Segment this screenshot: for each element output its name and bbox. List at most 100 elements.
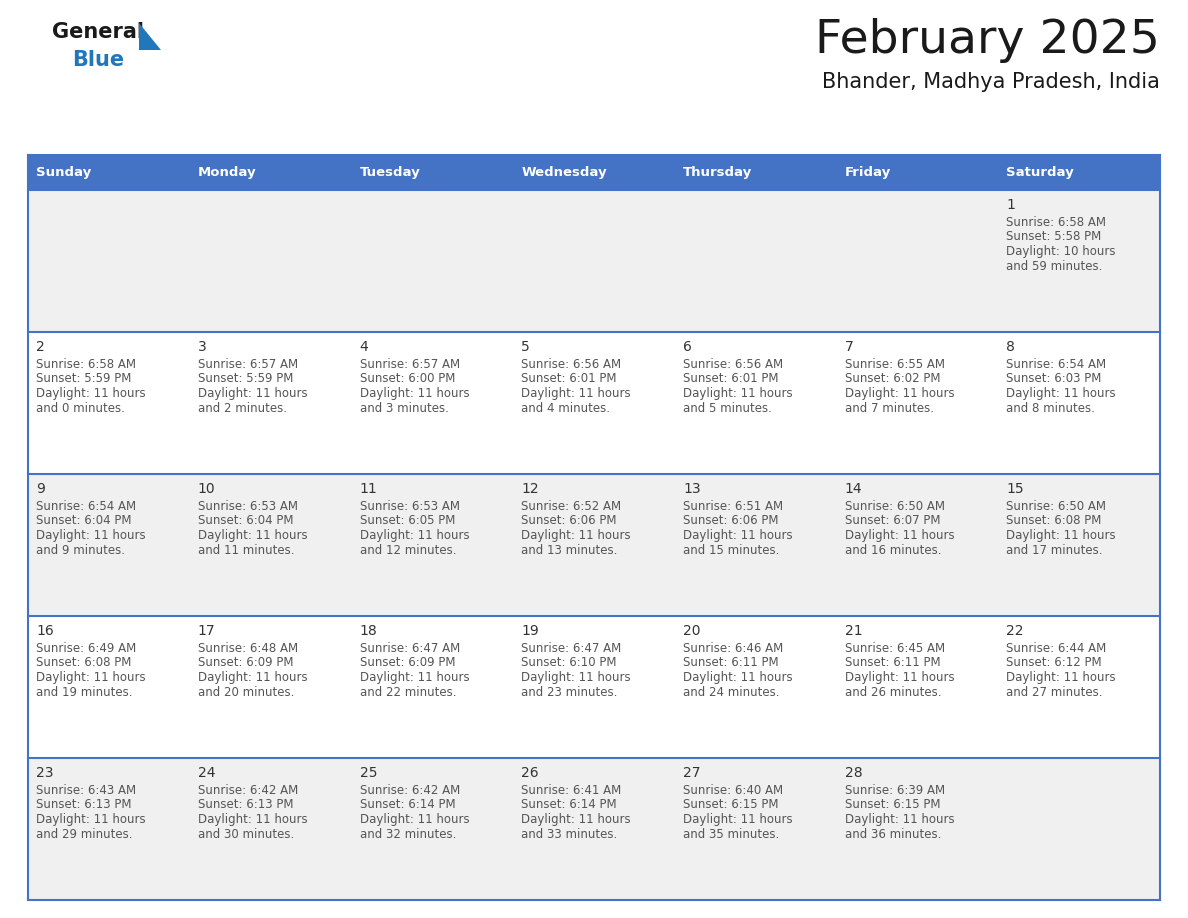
- Text: and 30 minutes.: and 30 minutes.: [197, 827, 295, 841]
- Text: Daylight: 11 hours: Daylight: 11 hours: [360, 671, 469, 684]
- Text: and 36 minutes.: and 36 minutes.: [845, 827, 941, 841]
- Text: Sunset: 6:09 PM: Sunset: 6:09 PM: [197, 656, 293, 669]
- Text: and 13 minutes.: and 13 minutes.: [522, 543, 618, 556]
- Text: and 16 minutes.: and 16 minutes.: [845, 543, 941, 556]
- Text: Sunrise: 6:45 AM: Sunrise: 6:45 AM: [845, 642, 944, 655]
- Text: Sunrise: 6:54 AM: Sunrise: 6:54 AM: [36, 500, 137, 513]
- Text: Sunrise: 6:53 AM: Sunrise: 6:53 AM: [197, 500, 298, 513]
- Text: Daylight: 11 hours: Daylight: 11 hours: [522, 387, 631, 400]
- Text: Sunrise: 6:50 AM: Sunrise: 6:50 AM: [1006, 500, 1106, 513]
- Text: Daylight: 11 hours: Daylight: 11 hours: [36, 671, 146, 684]
- Bar: [29, 155, 1159, 190]
- Text: 10: 10: [197, 482, 215, 496]
- Text: Daylight: 11 hours: Daylight: 11 hours: [36, 387, 146, 400]
- Text: and 29 minutes.: and 29 minutes.: [36, 827, 133, 841]
- Text: 7: 7: [845, 340, 853, 354]
- Text: Sunrise: 6:42 AM: Sunrise: 6:42 AM: [360, 784, 460, 797]
- Text: 17: 17: [197, 624, 215, 638]
- Text: and 7 minutes.: and 7 minutes.: [845, 401, 934, 415]
- Text: Sunrise: 6:57 AM: Sunrise: 6:57 AM: [360, 358, 460, 371]
- Text: Daylight: 11 hours: Daylight: 11 hours: [197, 813, 308, 826]
- Text: Sunset: 6:06 PM: Sunset: 6:06 PM: [522, 514, 617, 528]
- Text: Sunset: 6:09 PM: Sunset: 6:09 PM: [360, 656, 455, 669]
- Text: Daylight: 11 hours: Daylight: 11 hours: [845, 671, 954, 684]
- Text: Sunset: 6:08 PM: Sunset: 6:08 PM: [36, 656, 132, 669]
- Text: Sunset: 6:15 PM: Sunset: 6:15 PM: [845, 799, 940, 812]
- Text: Sunrise: 6:51 AM: Sunrise: 6:51 AM: [683, 500, 783, 513]
- Bar: [29, 474, 1159, 616]
- Text: and 15 minutes.: and 15 minutes.: [683, 543, 779, 556]
- Text: and 26 minutes.: and 26 minutes.: [845, 686, 941, 699]
- Text: and 22 minutes.: and 22 minutes.: [360, 686, 456, 699]
- Text: and 32 minutes.: and 32 minutes.: [360, 827, 456, 841]
- Text: 8: 8: [1006, 340, 1016, 354]
- Polygon shape: [139, 23, 162, 50]
- Text: Sunset: 6:06 PM: Sunset: 6:06 PM: [683, 514, 778, 528]
- Text: and 2 minutes.: and 2 minutes.: [197, 401, 286, 415]
- Text: 13: 13: [683, 482, 701, 496]
- Text: Sunrise: 6:56 AM: Sunrise: 6:56 AM: [683, 358, 783, 371]
- Text: and 35 minutes.: and 35 minutes.: [683, 827, 779, 841]
- Text: Bhander, Madhya Pradesh, India: Bhander, Madhya Pradesh, India: [822, 72, 1159, 92]
- Text: Saturday: Saturday: [1006, 166, 1074, 179]
- Text: 27: 27: [683, 766, 701, 780]
- Text: and 24 minutes.: and 24 minutes.: [683, 686, 779, 699]
- Text: Daylight: 11 hours: Daylight: 11 hours: [197, 529, 308, 542]
- Text: General: General: [52, 22, 144, 42]
- Text: 6: 6: [683, 340, 691, 354]
- Text: Sunset: 6:01 PM: Sunset: 6:01 PM: [522, 373, 617, 386]
- Text: Sunset: 6:14 PM: Sunset: 6:14 PM: [522, 799, 617, 812]
- Text: Sunset: 6:08 PM: Sunset: 6:08 PM: [1006, 514, 1101, 528]
- Text: 12: 12: [522, 482, 539, 496]
- Text: Sunset: 5:58 PM: Sunset: 5:58 PM: [1006, 230, 1101, 243]
- Text: Daylight: 11 hours: Daylight: 11 hours: [36, 813, 146, 826]
- Text: 28: 28: [845, 766, 862, 780]
- Text: Sunrise: 6:41 AM: Sunrise: 6:41 AM: [522, 784, 621, 797]
- Text: Sunrise: 6:48 AM: Sunrise: 6:48 AM: [197, 642, 298, 655]
- Text: Sunset: 6:04 PM: Sunset: 6:04 PM: [197, 514, 293, 528]
- Text: Sunset: 6:05 PM: Sunset: 6:05 PM: [360, 514, 455, 528]
- Text: and 20 minutes.: and 20 minutes.: [197, 686, 295, 699]
- Text: Sunrise: 6:57 AM: Sunrise: 6:57 AM: [197, 358, 298, 371]
- Bar: [29, 332, 1159, 474]
- Bar: [29, 190, 1159, 332]
- Text: Sunset: 6:02 PM: Sunset: 6:02 PM: [845, 373, 940, 386]
- Text: Sunrise: 6:50 AM: Sunrise: 6:50 AM: [845, 500, 944, 513]
- Text: Sunset: 6:03 PM: Sunset: 6:03 PM: [1006, 373, 1101, 386]
- Text: Sunrise: 6:39 AM: Sunrise: 6:39 AM: [845, 784, 944, 797]
- Text: and 27 minutes.: and 27 minutes.: [1006, 686, 1102, 699]
- Text: 14: 14: [845, 482, 862, 496]
- Text: 2: 2: [36, 340, 45, 354]
- Text: Sunset: 6:14 PM: Sunset: 6:14 PM: [360, 799, 455, 812]
- Text: Sunrise: 6:42 AM: Sunrise: 6:42 AM: [197, 784, 298, 797]
- Text: Daylight: 11 hours: Daylight: 11 hours: [683, 387, 792, 400]
- Text: Sunrise: 6:49 AM: Sunrise: 6:49 AM: [36, 642, 137, 655]
- Text: 5: 5: [522, 340, 530, 354]
- Text: Sunset: 6:00 PM: Sunset: 6:00 PM: [360, 373, 455, 386]
- Text: Daylight: 11 hours: Daylight: 11 hours: [683, 529, 792, 542]
- Text: Sunday: Sunday: [36, 166, 91, 179]
- Text: 18: 18: [360, 624, 378, 638]
- Text: 15: 15: [1006, 482, 1024, 496]
- Text: Sunset: 6:13 PM: Sunset: 6:13 PM: [197, 799, 293, 812]
- Text: and 23 minutes.: and 23 minutes.: [522, 686, 618, 699]
- Text: Daylight: 11 hours: Daylight: 11 hours: [683, 813, 792, 826]
- Text: Sunset: 6:04 PM: Sunset: 6:04 PM: [36, 514, 132, 528]
- Text: Daylight: 11 hours: Daylight: 11 hours: [197, 671, 308, 684]
- Text: Sunrise: 6:54 AM: Sunrise: 6:54 AM: [1006, 358, 1106, 371]
- Text: Sunrise: 6:53 AM: Sunrise: 6:53 AM: [360, 500, 460, 513]
- Text: Daylight: 11 hours: Daylight: 11 hours: [360, 387, 469, 400]
- Text: Daylight: 11 hours: Daylight: 11 hours: [1006, 387, 1116, 400]
- Text: Sunrise: 6:46 AM: Sunrise: 6:46 AM: [683, 642, 783, 655]
- Text: 25: 25: [360, 766, 377, 780]
- Text: Sunrise: 6:47 AM: Sunrise: 6:47 AM: [522, 642, 621, 655]
- Text: Wednesday: Wednesday: [522, 166, 607, 179]
- Text: Sunset: 5:59 PM: Sunset: 5:59 PM: [36, 373, 132, 386]
- Text: Daylight: 11 hours: Daylight: 11 hours: [845, 813, 954, 826]
- Text: Sunset: 6:15 PM: Sunset: 6:15 PM: [683, 799, 778, 812]
- Text: 23: 23: [36, 766, 53, 780]
- Text: and 8 minutes.: and 8 minutes.: [1006, 401, 1095, 415]
- Text: Friday: Friday: [845, 166, 891, 179]
- Text: 26: 26: [522, 766, 539, 780]
- Text: Daylight: 11 hours: Daylight: 11 hours: [36, 529, 146, 542]
